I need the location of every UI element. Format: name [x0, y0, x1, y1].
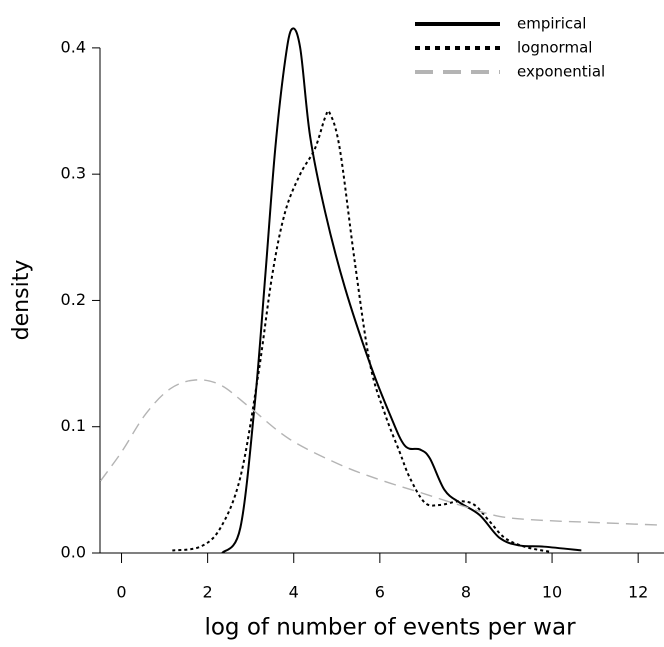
y-tick-label: 0.4 [61, 37, 86, 56]
y-tick-label: 0.1 [61, 416, 86, 435]
x-tick-label: 0 [116, 583, 126, 602]
y-tick-label: 0.2 [61, 290, 86, 309]
x-tick-label: 6 [375, 583, 385, 602]
x-tick-label: 8 [461, 583, 471, 602]
x-tick-label: 4 [289, 583, 299, 602]
x-tick-label: 12 [628, 583, 648, 602]
legend-label: exponential [517, 63, 605, 81]
y-tick-label: 0.0 [61, 543, 86, 562]
series-line [221, 27, 582, 553]
y-tick-label: 0.3 [61, 164, 86, 183]
x-axis-label: log of number of events per war [204, 615, 576, 641]
legend-label: lognormal [517, 39, 592, 57]
legend-label: empirical [517, 15, 586, 33]
series-line [100, 379, 664, 526]
x-tick-label: 2 [203, 583, 213, 602]
y-axis-label: density [9, 260, 34, 341]
series-line [172, 109, 550, 553]
x-tick-label: 10 [542, 583, 562, 602]
